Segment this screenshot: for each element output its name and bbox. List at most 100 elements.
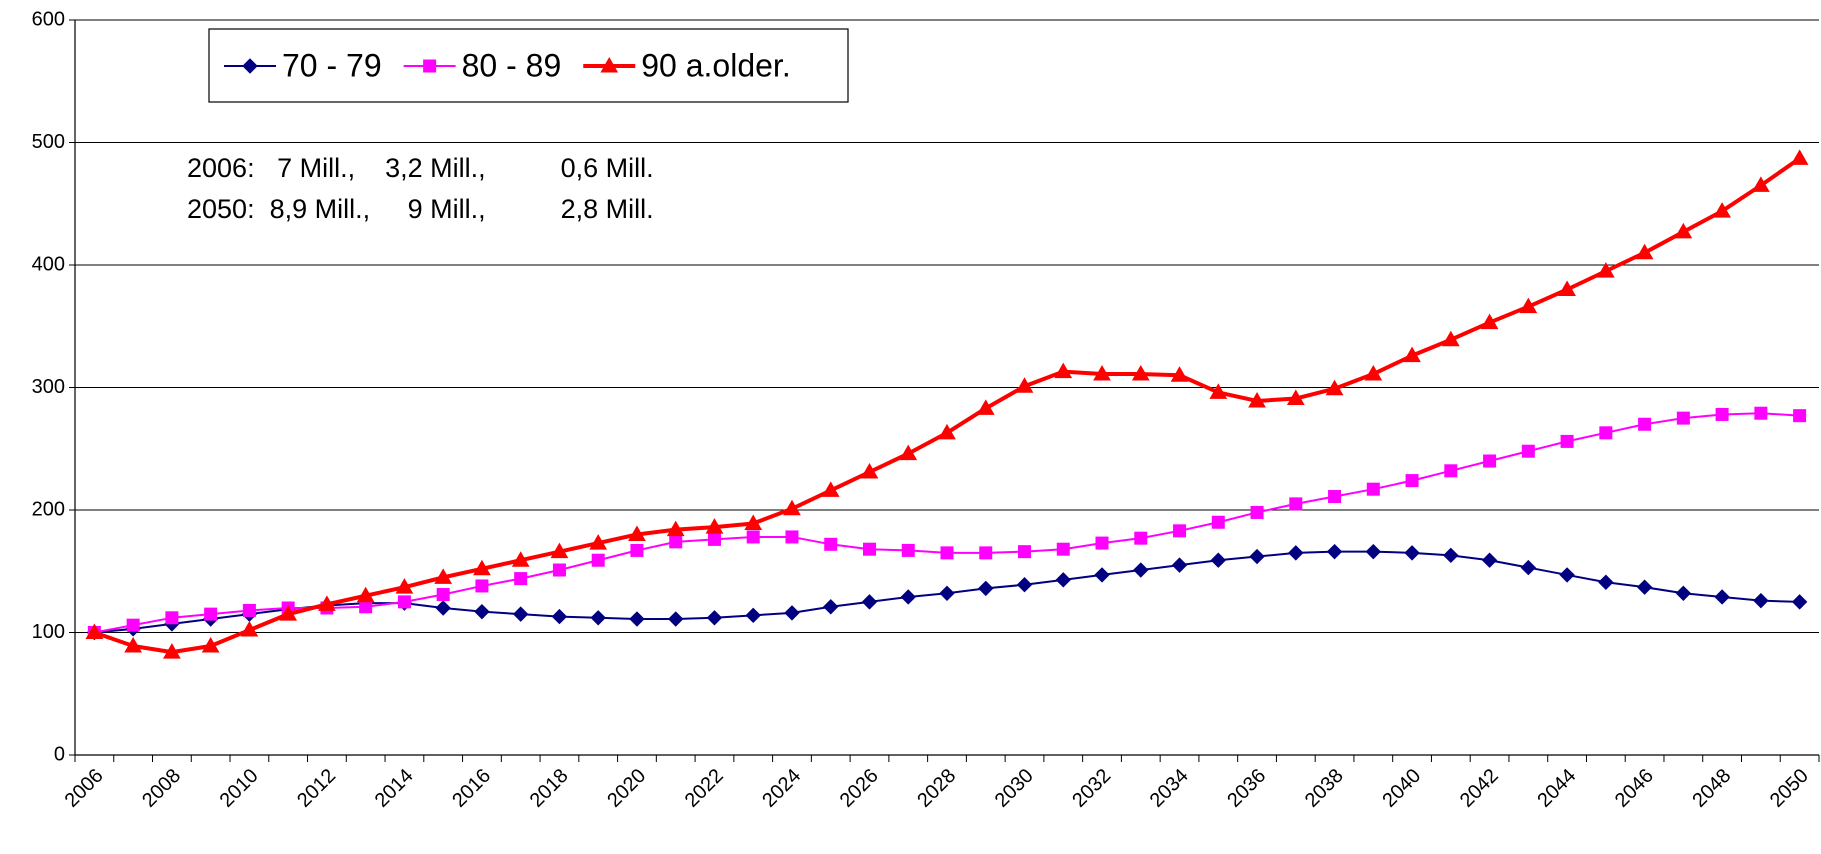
marker <box>1638 417 1652 431</box>
marker <box>1714 589 1730 605</box>
marker <box>745 607 761 624</box>
marker <box>1248 391 1266 408</box>
marker <box>978 580 994 597</box>
marker <box>1405 474 1419 488</box>
marker <box>475 579 489 593</box>
legend-label: 80 - 89 <box>462 47 562 83</box>
marker <box>1288 545 1304 561</box>
marker <box>861 594 878 610</box>
marker <box>1443 547 1459 564</box>
marker <box>1171 557 1188 573</box>
marker <box>1674 222 1693 239</box>
marker <box>666 520 685 537</box>
marker <box>356 586 375 603</box>
marker <box>821 481 840 497</box>
marker <box>1520 559 1537 576</box>
marker <box>1209 383 1228 399</box>
marker <box>279 605 298 621</box>
marker <box>1365 543 1382 560</box>
marker <box>784 605 800 621</box>
marker <box>900 589 916 605</box>
marker <box>1635 243 1654 260</box>
marker <box>591 553 605 567</box>
marker <box>1093 365 1111 381</box>
marker <box>318 595 336 611</box>
marker <box>785 530 799 544</box>
y-tick-label: 0 <box>54 743 65 765</box>
marker <box>1249 548 1265 565</box>
marker <box>423 59 437 73</box>
legend-label: 70 - 79 <box>282 47 382 83</box>
marker <box>512 606 529 622</box>
marker <box>1636 579 1653 595</box>
marker <box>124 636 142 653</box>
marker <box>1752 176 1770 192</box>
marker <box>669 535 683 549</box>
legend-box <box>208 28 849 103</box>
marker <box>1521 444 1535 458</box>
marker <box>1444 464 1458 478</box>
marker <box>1133 562 1149 578</box>
marker <box>1793 409 1807 423</box>
y-tick-label: 300 <box>32 376 65 398</box>
marker <box>1289 497 1303 511</box>
y-tick-label: 600 <box>32 8 65 30</box>
marker <box>1055 572 1071 588</box>
marker <box>630 543 644 557</box>
marker <box>165 611 179 625</box>
marker <box>1754 406 1768 420</box>
legend-label: 90 a.older. <box>641 47 790 83</box>
marker <box>511 551 530 567</box>
marker <box>552 563 566 577</box>
marker <box>1596 262 1615 278</box>
marker <box>474 603 490 620</box>
marker <box>823 599 839 615</box>
marker <box>1328 490 1342 504</box>
marker <box>1286 389 1305 406</box>
marker <box>1599 426 1613 440</box>
marker <box>629 611 645 627</box>
marker <box>705 518 724 534</box>
marker <box>1403 346 1421 363</box>
marker <box>1210 552 1226 568</box>
marker <box>1676 411 1690 425</box>
marker <box>1560 434 1574 448</box>
marker <box>744 514 763 530</box>
marker <box>668 611 684 627</box>
marker <box>1715 407 1729 421</box>
marker <box>397 595 411 609</box>
marker <box>85 623 104 639</box>
marker <box>1094 567 1110 583</box>
marker <box>514 572 528 586</box>
annotation: 2006: 7 Mill., 3,2 Mill., 0,6 Mill. <box>187 153 654 183</box>
marker <box>1598 574 1614 590</box>
marker <box>1173 524 1187 538</box>
marker <box>976 399 995 415</box>
marker <box>1790 149 1809 165</box>
marker <box>1366 482 1380 496</box>
marker <box>1480 313 1499 330</box>
marker <box>1519 297 1538 314</box>
marker <box>395 578 414 594</box>
marker <box>204 607 218 621</box>
marker <box>1016 577 1033 593</box>
marker <box>746 530 760 544</box>
marker <box>979 546 993 560</box>
marker <box>1015 377 1034 393</box>
marker <box>473 559 491 576</box>
marker <box>862 542 876 556</box>
marker <box>1404 545 1420 561</box>
marker <box>1134 531 1148 545</box>
marker <box>706 610 723 626</box>
marker <box>435 600 451 616</box>
marker <box>163 643 181 659</box>
marker <box>126 618 140 632</box>
marker <box>359 600 373 614</box>
marker <box>901 543 915 557</box>
marker <box>551 608 568 625</box>
marker <box>628 525 646 541</box>
marker <box>1483 454 1497 468</box>
marker <box>940 546 954 560</box>
y-tick-label: 100 <box>32 621 65 643</box>
